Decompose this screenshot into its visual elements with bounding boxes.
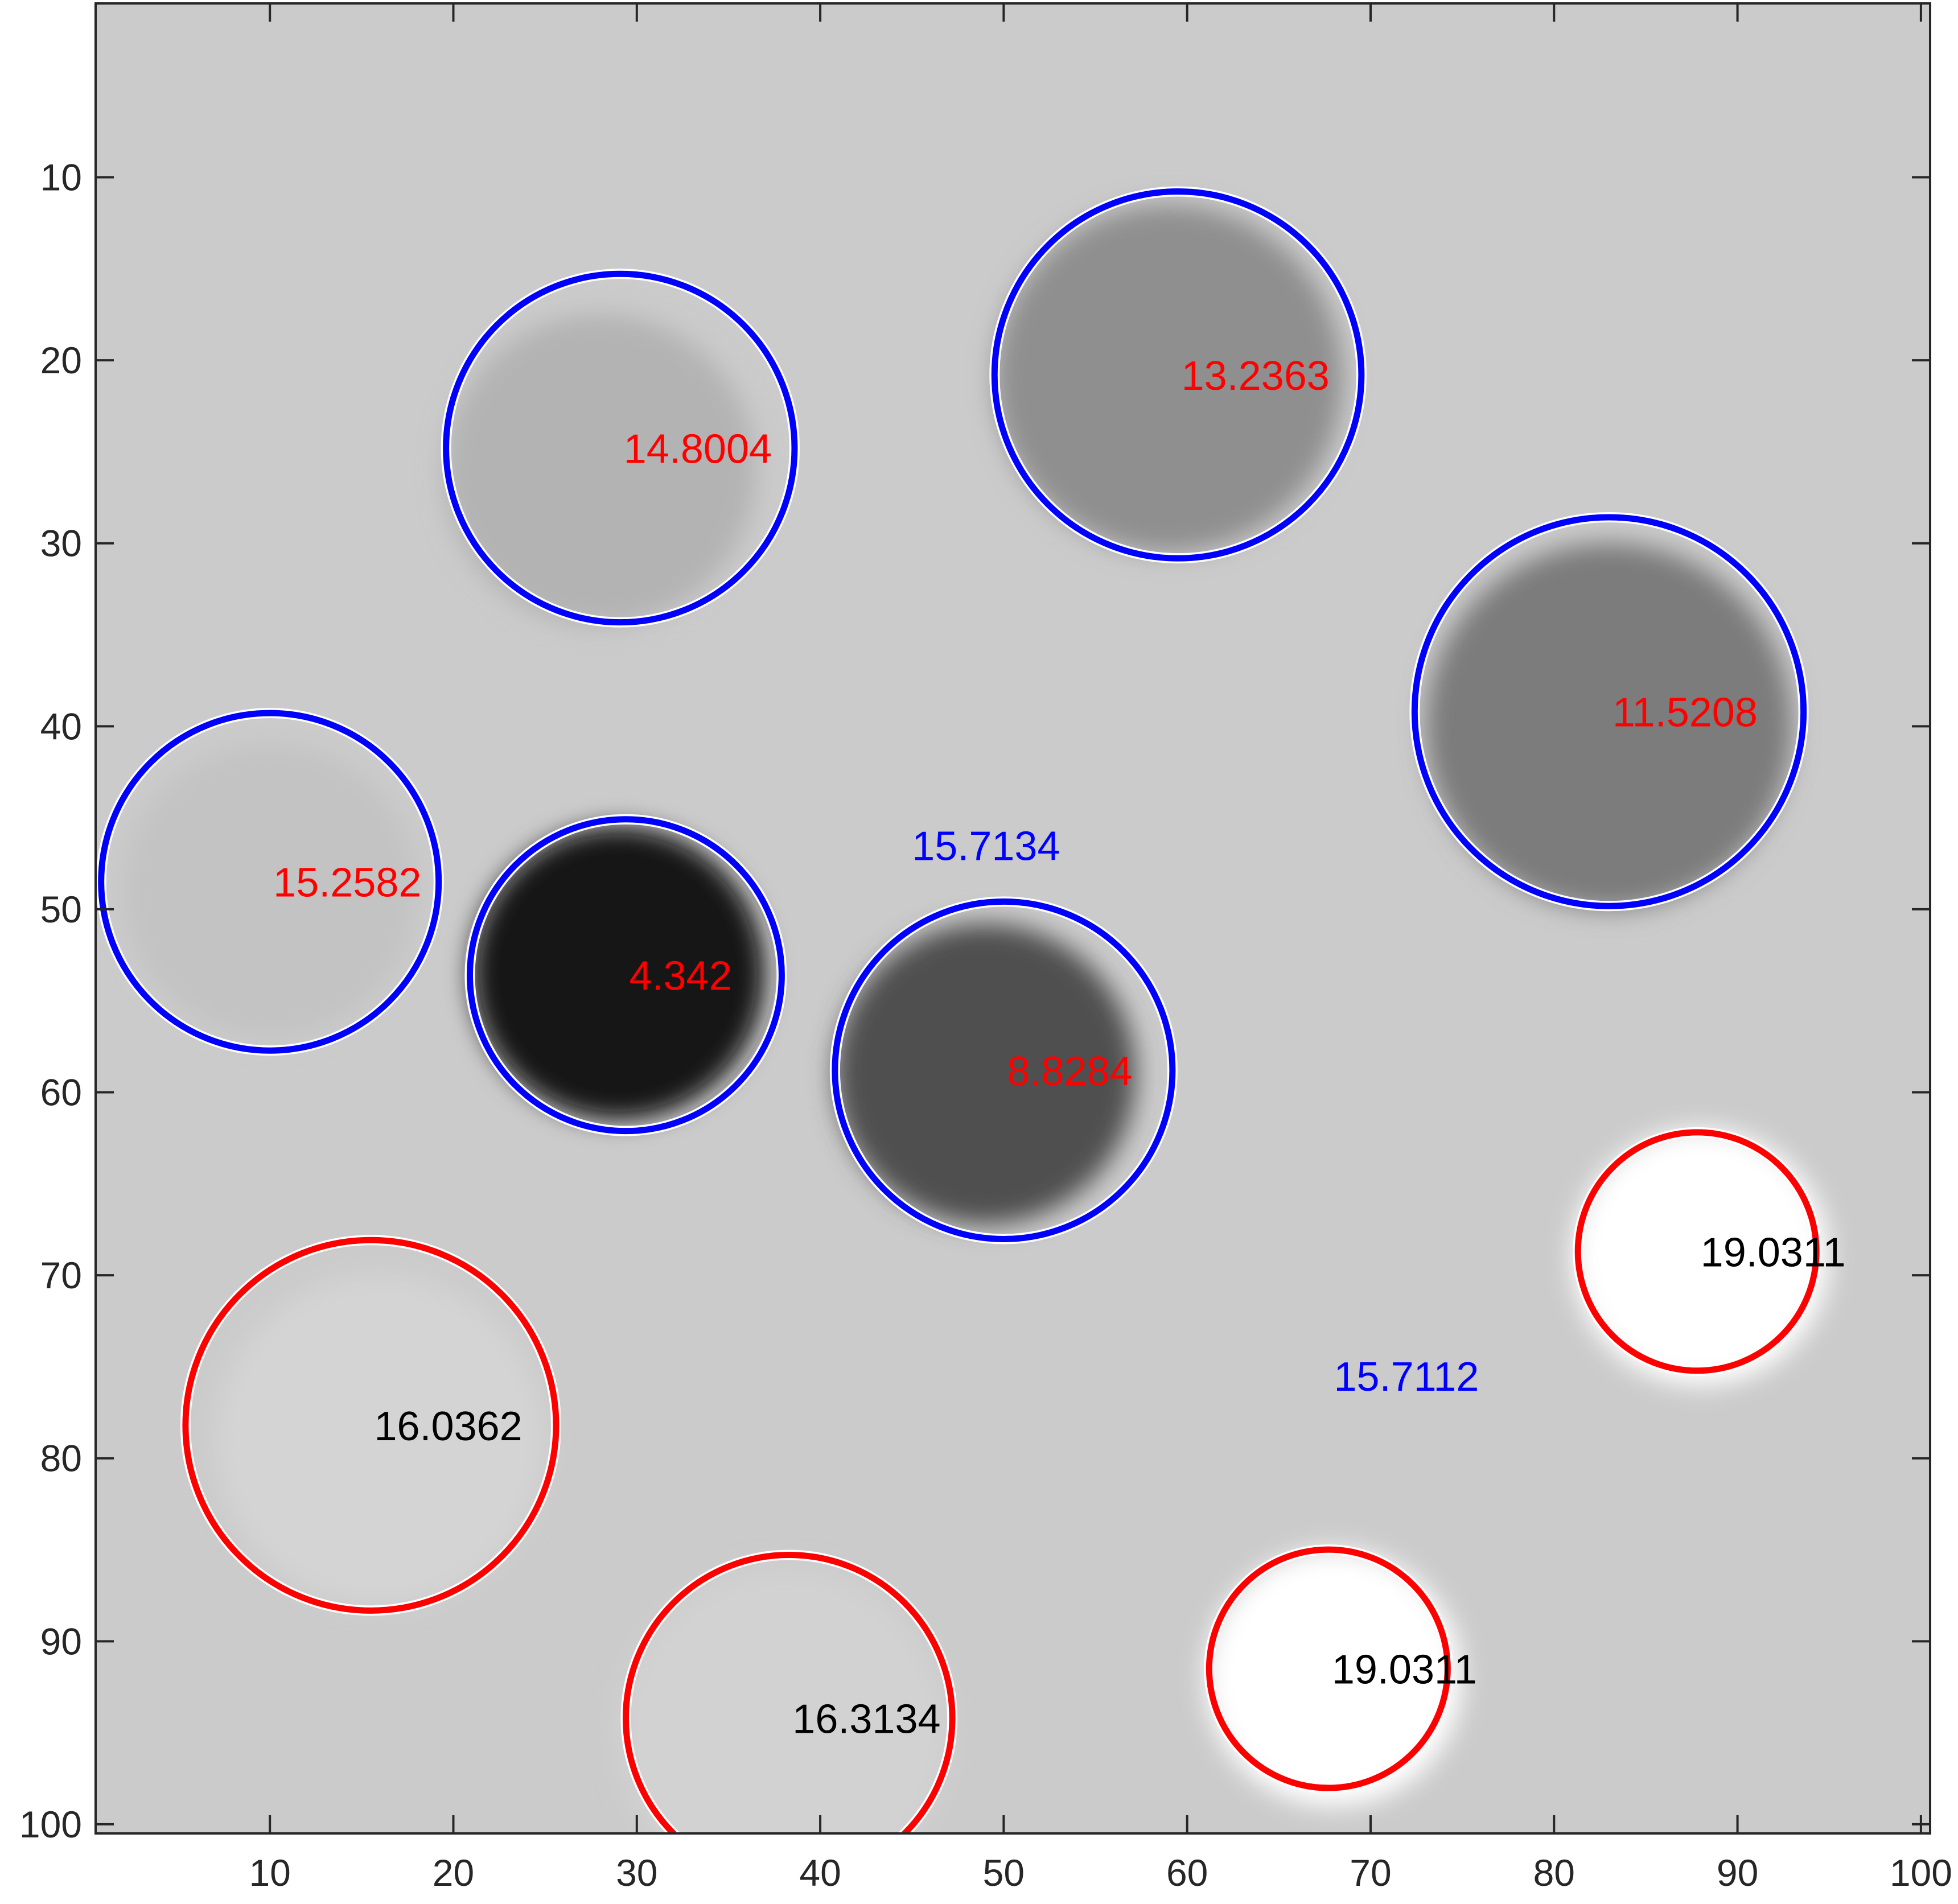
detected-circle-8: [623, 1552, 956, 1833]
y-tick-label-1: 20: [40, 339, 82, 381]
x-tick-label-7: 80: [1533, 1852, 1575, 1894]
circle-radius-label-1: 13.2363: [1182, 353, 1330, 399]
image-blob-3: [123, 744, 417, 1038]
y-tick-label-3: 40: [40, 705, 82, 747]
circle-labels: 14.8004 13.2363 11.5208 15.2582 4.342 8.8284 1…: [273, 353, 1845, 1742]
circle-radius-label-0: 14.8004: [624, 426, 772, 472]
y-tick-label-6: 70: [40, 1254, 82, 1296]
y-tick-label-9: 100: [19, 1803, 82, 1845]
circle-radius-label-4: 4.342: [629, 954, 731, 999]
x-axis: 10 20 30 40 50 60 70 80 90 100: [249, 3, 1952, 1894]
y-tick-label-7: 80: [40, 1437, 82, 1479]
detected-circle-1: [991, 188, 1365, 562]
y-axis: 10 20 30 40 50 60 70 80 90 100: [19, 156, 1930, 1845]
y-tick-label-5: 60: [40, 1071, 82, 1114]
image-blobs: [123, 204, 1829, 1833]
y-tick-label-2: 30: [40, 522, 82, 564]
image-blob-2: [1425, 543, 1793, 910]
circle-radius-label-8: 16.3134: [792, 1696, 940, 1742]
circle-radius-label-5: 8.8284: [1007, 1049, 1132, 1094]
detected-circle-4: [466, 816, 785, 1135]
x-tick-label-0: 10: [249, 1852, 290, 1894]
x-tick-label-3: 40: [799, 1852, 841, 1894]
detected-circle-7: [182, 1237, 560, 1614]
image-blob-0: [444, 314, 756, 627]
x-tick-label-8: 90: [1717, 1852, 1758, 1894]
x-tick-label-5: 60: [1166, 1852, 1208, 1894]
image-blob-8: [618, 1568, 949, 1833]
detected-circle-0: [443, 270, 798, 626]
detected-circle-6: [1574, 1129, 1820, 1374]
circle-radius-label-6: 19.0311: [1701, 1230, 1846, 1275]
y-tick-label-4: 50: [40, 888, 82, 930]
image-blob-5: [834, 924, 1136, 1225]
circle-radius-label-7: 16.0362: [374, 1404, 522, 1449]
y-tick-label-8: 90: [40, 1620, 82, 1662]
circle-radius-label-9: 19.0311: [1332, 1647, 1477, 1693]
x-tick-label-9: 100: [1890, 1852, 1952, 1894]
x-tick-label-1: 20: [433, 1852, 474, 1894]
detected-circle-3: [98, 710, 442, 1054]
summary-value-label-1: 15.7112: [1334, 1354, 1479, 1400]
x-tick-label-6: 70: [1350, 1852, 1391, 1894]
detected-circles: [96, 186, 1822, 1833]
image-blob-1: [994, 204, 1343, 553]
circle-radius-label-2: 11.5208: [1613, 690, 1758, 736]
detected-circle-5: [832, 898, 1176, 1242]
x-tick-label-4: 50: [983, 1852, 1025, 1894]
circle-radius-label-3: 15.2582: [273, 860, 421, 906]
y-tick-label-0: 10: [40, 156, 82, 199]
axes-box: [94, 2, 1931, 1835]
image-blob-4: [471, 826, 766, 1120]
summary-value-label-0: 15.7134: [912, 823, 1060, 869]
detected-circle-2: [1411, 514, 1807, 909]
x-tick-label-2: 30: [616, 1852, 657, 1894]
detected-circle-9: [1206, 1546, 1451, 1791]
image-blob-7: [215, 1275, 545, 1605]
image-blob-9: [1205, 1549, 1463, 1807]
image-blob-6: [1572, 1128, 1829, 1386]
